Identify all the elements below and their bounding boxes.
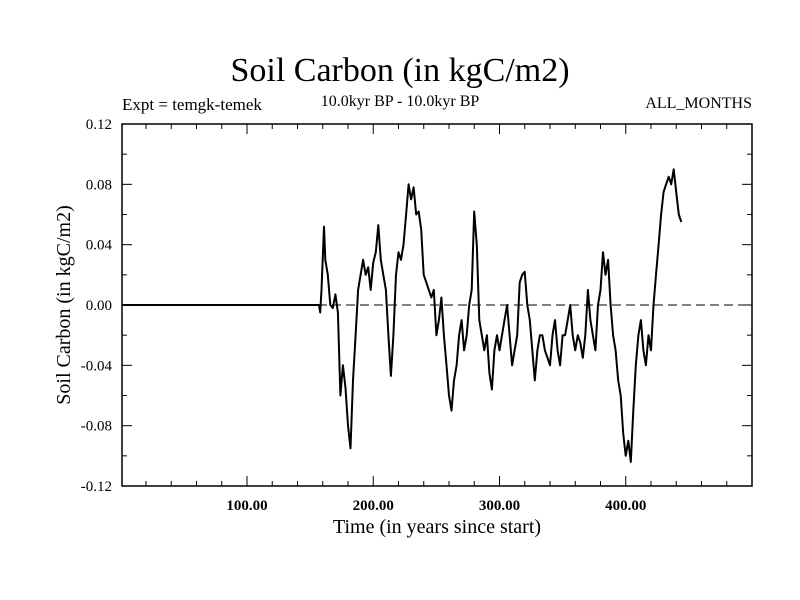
y-axis-label: Soil Carbon (in kgC/m2) xyxy=(53,205,75,404)
y-tick-label: -0.12 xyxy=(81,479,112,495)
y-tick-label: 0.04 xyxy=(86,238,113,254)
y-tick-label: 0.12 xyxy=(86,117,112,133)
series-line xyxy=(122,168,683,463)
x-tick-label: 200.00 xyxy=(353,498,394,514)
chart-title: Soil Carbon (in kgC/m2) xyxy=(230,52,570,89)
experiment-label: Expt = temgk-temek xyxy=(122,95,262,114)
y-tick-label: -0.04 xyxy=(81,358,113,374)
x-tick-label: 100.00 xyxy=(226,498,267,514)
x-tick-label: 300.00 xyxy=(479,498,520,514)
period-label: 10.0kyr BP - 10.0kyr BP xyxy=(320,93,480,110)
y-tick-label: 0.00 xyxy=(86,298,112,314)
y-tick-label: 0.08 xyxy=(86,177,112,193)
months-label: ALL_MONTHS xyxy=(645,95,752,112)
y-tick-label: -0.08 xyxy=(81,419,112,435)
ticks: 100.00 200.00 300.00 400.00 -0.12 -0.08 -0.04 0… xyxy=(81,117,752,514)
x-tick-label: 400.00 xyxy=(605,498,646,514)
x-axis-label: Time (in years since start) xyxy=(333,516,541,538)
